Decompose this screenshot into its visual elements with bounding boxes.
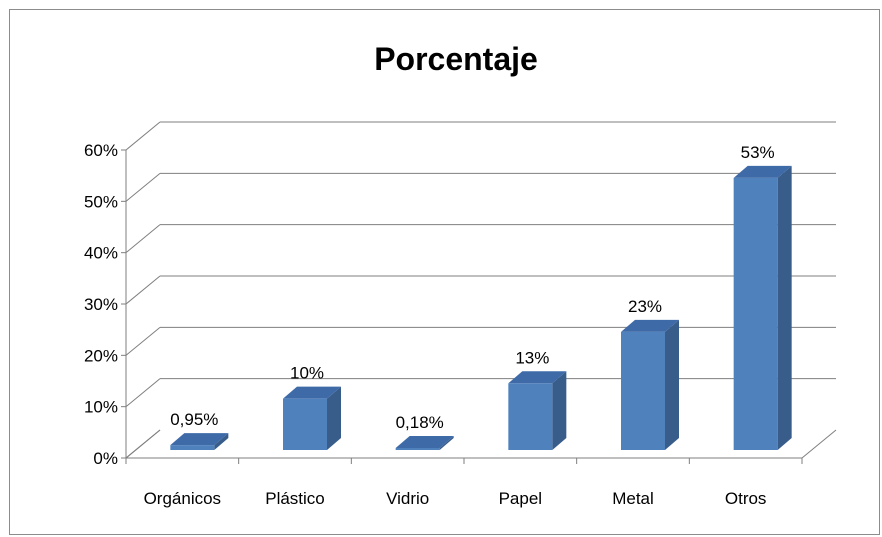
gridline-side	[125, 172, 161, 202]
data-label: 53%	[741, 143, 775, 162]
bar	[733, 165, 792, 450]
data-labels: 0,95% 10% 0,18% 13% 23% 53%	[170, 143, 774, 432]
bar-side	[665, 319, 679, 450]
gridline-side	[125, 275, 161, 305]
x-tick-label: Otros	[725, 489, 767, 508]
bar-front	[508, 383, 553, 450]
data-label: 23%	[628, 297, 662, 316]
y-tick-label: 60%	[84, 141, 118, 160]
bar-front	[170, 445, 215, 450]
bar-side	[439, 436, 454, 450]
bar-front	[733, 177, 778, 450]
y-tick-label: 30%	[84, 295, 118, 314]
bar	[508, 371, 567, 450]
gridline-side	[125, 378, 161, 408]
bar-top	[170, 433, 229, 446]
bar-top	[733, 165, 792, 178]
chart-title: Porcentaje	[374, 41, 538, 77]
gridlines	[125, 121, 836, 459]
bar	[395, 436, 454, 450]
x-tick-label: Vidrio	[386, 489, 429, 508]
bar-top	[621, 319, 679, 332]
bar-side	[214, 433, 229, 450]
y-tick-label: 10%	[84, 398, 118, 417]
y-tick-label: 0%	[93, 449, 118, 468]
chart-walls	[125, 150, 837, 459]
bar-top	[508, 371, 567, 384]
floor-right-edge	[801, 429, 837, 459]
bar-side	[552, 371, 567, 450]
data-label: 0,95%	[170, 410, 218, 429]
bar	[283, 386, 341, 450]
bar-top	[283, 386, 341, 399]
bars	[170, 165, 792, 450]
x-tick-label: Papel	[499, 489, 542, 508]
bar-top	[395, 436, 454, 448]
bar	[170, 433, 229, 450]
gridline-side	[125, 429, 161, 459]
data-label: 10%	[290, 364, 324, 383]
gridline-side	[125, 121, 161, 151]
x-tick-label: Orgánicos	[144, 489, 221, 508]
bar-front	[395, 448, 440, 450]
y-axis: 0% 10% 20% 30% 40% 50% 60%	[84, 141, 126, 468]
bar-front	[621, 331, 665, 450]
bar	[621, 319, 679, 450]
data-label: 0,18%	[396, 413, 444, 432]
x-axis: Orgánicos Plástico Vidrio Papel Metal Otros	[125, 458, 803, 508]
data-label: 13%	[515, 348, 549, 367]
bar-front	[283, 398, 327, 450]
x-tick-label: Plástico	[265, 489, 325, 508]
y-tick-label: 20%	[84, 346, 118, 365]
y-tick-label: 40%	[84, 244, 118, 263]
bar-side	[777, 165, 792, 450]
gridline-side	[125, 326, 161, 356]
y-tick-label: 50%	[84, 192, 118, 211]
x-tick-label: Metal	[612, 489, 654, 508]
gridline-side	[125, 224, 161, 254]
bar-side	[327, 386, 341, 450]
